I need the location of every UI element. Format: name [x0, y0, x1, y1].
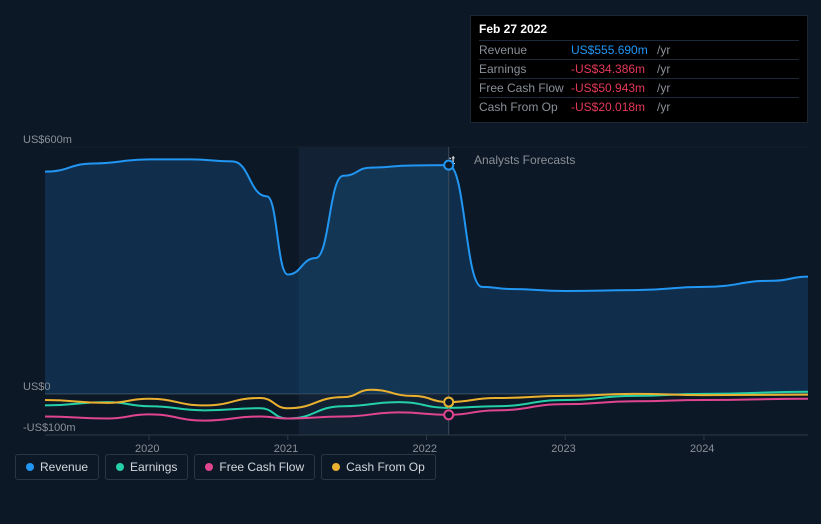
tooltip-label: Cash From Op [479, 100, 571, 114]
chart-svg [15, 135, 808, 455]
tooltip-row: RevenueUS$555.690m/yr [479, 40, 799, 59]
y-axis-label: -US$100m [23, 422, 76, 434]
legend-label: Revenue [40, 460, 88, 474]
legend-item-earnings[interactable]: Earnings [105, 454, 188, 480]
tooltip-row: Earnings-US$34.386m/yr [479, 59, 799, 78]
x-axis-label: 2023 [551, 443, 575, 455]
y-axis-label: US$600m [23, 134, 72, 146]
tooltip-label: Revenue [479, 43, 571, 57]
chart-legend: Revenue Earnings Free Cash Flow Cash From O… [15, 454, 436, 480]
tooltip-label: Earnings [479, 62, 571, 76]
y-axis-label: US$0 [23, 381, 51, 393]
x-axis-label: 2024 [690, 443, 714, 455]
tooltip-unit: /yr [657, 62, 670, 76]
legend-dot-icon [116, 463, 124, 471]
tooltip-label: Free Cash Flow [479, 81, 571, 95]
tooltip-value: -US$50.943m [571, 81, 653, 95]
legend-label: Free Cash Flow [219, 460, 304, 474]
financial-chart-panel: Feb 27 2022 RevenueUS$555.690m/yrEarning… [15, 15, 808, 480]
legend-item-cash-from-op[interactable]: Cash From Op [321, 454, 436, 480]
legend-item-revenue[interactable]: Revenue [15, 454, 99, 480]
tooltip-row: Cash From Op-US$20.018m/yr [479, 97, 799, 116]
tooltip-date: Feb 27 2022 [479, 22, 799, 36]
legend-dot-icon [332, 463, 340, 471]
tooltip-value: US$555.690m [571, 43, 653, 57]
legend-label: Earnings [130, 460, 177, 474]
legend-dot-icon [26, 463, 34, 471]
chart-plot-area[interactable] [15, 135, 808, 455]
legend-dot-icon [205, 463, 213, 471]
chart-tooltip: Feb 27 2022 RevenueUS$555.690m/yrEarning… [470, 15, 808, 123]
tooltip-unit: /yr [657, 43, 670, 57]
tooltip-row: Free Cash Flow-US$50.943m/yr [479, 78, 799, 97]
tooltip-value: -US$20.018m [571, 100, 653, 114]
tooltip-unit: /yr [657, 100, 670, 114]
legend-label: Cash From Op [346, 460, 425, 474]
legend-item-free-cash-flow[interactable]: Free Cash Flow [194, 454, 315, 480]
tooltip-unit: /yr [657, 81, 670, 95]
tooltip-value: -US$34.386m [571, 62, 653, 76]
